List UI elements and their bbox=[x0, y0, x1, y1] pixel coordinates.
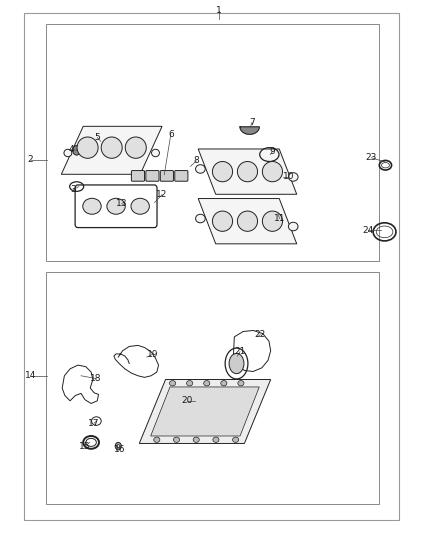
PathPatch shape bbox=[198, 198, 297, 244]
Ellipse shape bbox=[187, 381, 193, 386]
Text: 17: 17 bbox=[88, 419, 100, 427]
Text: 3: 3 bbox=[71, 185, 77, 194]
Ellipse shape bbox=[170, 381, 176, 386]
Text: 15: 15 bbox=[79, 442, 90, 451]
Ellipse shape bbox=[195, 214, 205, 223]
Circle shape bbox=[117, 445, 120, 448]
Ellipse shape bbox=[288, 173, 298, 181]
Ellipse shape bbox=[238, 381, 244, 386]
Ellipse shape bbox=[152, 149, 159, 157]
Ellipse shape bbox=[64, 149, 72, 157]
Text: 7: 7 bbox=[249, 118, 255, 127]
PathPatch shape bbox=[151, 387, 259, 436]
PathPatch shape bbox=[139, 379, 271, 443]
Ellipse shape bbox=[154, 437, 160, 442]
Ellipse shape bbox=[131, 198, 149, 214]
Text: 14: 14 bbox=[25, 372, 36, 380]
Text: 6: 6 bbox=[168, 130, 174, 139]
Ellipse shape bbox=[204, 381, 210, 386]
Ellipse shape bbox=[237, 211, 258, 231]
Text: 20: 20 bbox=[182, 397, 193, 405]
FancyBboxPatch shape bbox=[175, 171, 188, 181]
FancyBboxPatch shape bbox=[131, 171, 145, 181]
Text: 23: 23 bbox=[366, 154, 377, 162]
Text: 2: 2 bbox=[28, 156, 33, 164]
Ellipse shape bbox=[237, 161, 258, 182]
Ellipse shape bbox=[195, 165, 205, 173]
Polygon shape bbox=[240, 127, 259, 134]
FancyBboxPatch shape bbox=[146, 171, 159, 181]
Text: 22: 22 bbox=[254, 330, 266, 339]
Text: 18: 18 bbox=[90, 374, 101, 383]
Text: 13: 13 bbox=[116, 199, 127, 208]
PathPatch shape bbox=[198, 149, 297, 194]
PathPatch shape bbox=[61, 126, 162, 174]
FancyBboxPatch shape bbox=[160, 171, 173, 181]
Text: 19: 19 bbox=[147, 350, 158, 359]
Ellipse shape bbox=[262, 161, 283, 182]
Ellipse shape bbox=[125, 137, 146, 158]
Ellipse shape bbox=[212, 161, 233, 182]
Text: 11: 11 bbox=[274, 214, 285, 223]
FancyBboxPatch shape bbox=[46, 24, 379, 261]
Ellipse shape bbox=[83, 198, 101, 214]
Ellipse shape bbox=[233, 437, 239, 442]
Text: 9: 9 bbox=[269, 147, 276, 156]
Text: 24: 24 bbox=[362, 226, 374, 235]
Text: 1: 1 bbox=[216, 6, 222, 15]
Text: 4: 4 bbox=[68, 145, 74, 154]
Ellipse shape bbox=[288, 222, 298, 231]
Text: 21: 21 bbox=[234, 348, 246, 356]
Text: 5: 5 bbox=[94, 133, 100, 142]
Ellipse shape bbox=[221, 381, 227, 386]
Ellipse shape bbox=[173, 437, 180, 442]
Ellipse shape bbox=[107, 198, 125, 214]
Ellipse shape bbox=[262, 211, 283, 231]
Ellipse shape bbox=[101, 137, 122, 158]
Ellipse shape bbox=[213, 437, 219, 442]
Circle shape bbox=[73, 146, 81, 155]
FancyBboxPatch shape bbox=[46, 272, 379, 504]
Ellipse shape bbox=[193, 437, 199, 442]
Ellipse shape bbox=[77, 137, 98, 158]
Text: 16: 16 bbox=[114, 446, 126, 454]
Ellipse shape bbox=[212, 211, 233, 231]
FancyBboxPatch shape bbox=[24, 13, 399, 520]
Text: 12: 12 bbox=[156, 190, 168, 199]
Text: 8: 8 bbox=[193, 157, 199, 165]
Ellipse shape bbox=[229, 353, 244, 374]
Circle shape bbox=[115, 442, 121, 450]
Text: 10: 10 bbox=[283, 173, 294, 181]
